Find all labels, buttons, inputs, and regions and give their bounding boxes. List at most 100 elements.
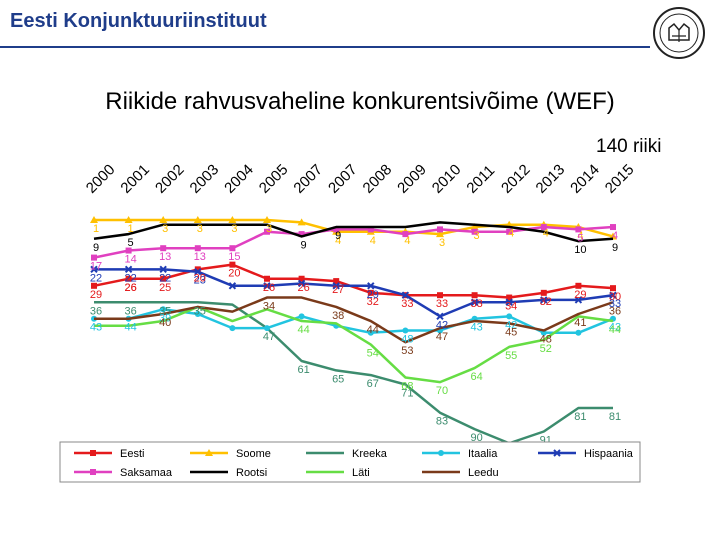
data-point xyxy=(160,245,167,252)
data-label: 13 xyxy=(159,251,171,263)
data-point xyxy=(436,312,444,321)
data-label: 32 xyxy=(540,296,552,308)
data-label: 26 xyxy=(124,282,136,294)
legend-label-5: Saksamaa xyxy=(120,467,173,479)
data-point xyxy=(298,231,305,238)
data-point xyxy=(574,296,583,304)
legend-label-1: Soome xyxy=(236,448,271,460)
data-label: 34 xyxy=(505,301,517,313)
data-label: 36 xyxy=(609,305,621,317)
data-point xyxy=(159,265,167,274)
data-label: 5 xyxy=(577,232,583,244)
legend-marker-4 xyxy=(553,449,561,457)
data-point xyxy=(298,313,305,320)
data-label: 68 xyxy=(401,380,413,392)
data-label: 23 xyxy=(194,275,206,287)
data-label: 42 xyxy=(436,319,448,331)
data-label: 70 xyxy=(436,385,448,397)
data-label: 22 xyxy=(124,272,136,284)
data-label: 4 xyxy=(404,235,410,247)
data-point xyxy=(159,216,168,223)
data-label: 33 xyxy=(436,298,448,310)
data-point xyxy=(160,275,167,282)
legend-label-8: Leedu xyxy=(468,467,499,479)
data-label: 10 xyxy=(574,244,586,256)
series-line-6 xyxy=(93,221,614,243)
organization-title: Eesti Konjunktuuriinstituut xyxy=(10,10,267,32)
data-point xyxy=(264,228,270,235)
data-label: 44 xyxy=(124,322,136,334)
data-label: 3 xyxy=(439,237,445,249)
data-label: 14 xyxy=(124,254,136,266)
data-point xyxy=(194,311,201,317)
data-point xyxy=(402,327,409,334)
x-tick-label-12: 2012 xyxy=(498,161,534,197)
data-point xyxy=(402,231,409,238)
data-label: 81 xyxy=(574,411,586,423)
data-label: 1 xyxy=(93,223,99,235)
data-label: 9 xyxy=(335,230,341,242)
data-point xyxy=(264,325,270,332)
data-point xyxy=(367,289,374,296)
data-point xyxy=(193,216,202,223)
data-point xyxy=(124,265,133,274)
data-point xyxy=(506,228,513,235)
data-point xyxy=(263,216,271,223)
data-label: 26 xyxy=(263,282,275,294)
chart-subtitle: 140 riiki xyxy=(596,136,662,157)
data-point xyxy=(332,282,340,290)
data-point xyxy=(228,216,237,223)
legend-marker-5 xyxy=(90,469,96,475)
data-label: 64 xyxy=(470,371,482,383)
x-tick-label-5: 2005 xyxy=(256,161,292,197)
data-label: 43 xyxy=(470,322,482,334)
data-label: 36 xyxy=(90,305,102,317)
data-label: 83 xyxy=(436,416,448,428)
data-label: 4 xyxy=(508,228,514,240)
data-label: 43 xyxy=(609,322,621,334)
data-label: 40 xyxy=(159,317,171,329)
data-label: 65 xyxy=(332,373,344,385)
data-label: 47 xyxy=(263,331,275,343)
data-point xyxy=(229,245,236,252)
data-point xyxy=(609,291,617,299)
legend-label-2: Kreeka xyxy=(352,448,388,460)
data-point xyxy=(610,285,616,292)
data-point xyxy=(575,282,582,289)
x-tick-label-3: 2003 xyxy=(187,161,223,197)
data-point xyxy=(540,289,547,296)
x-tick-label-7: 2007 xyxy=(325,161,361,197)
data-label: 4 xyxy=(612,230,618,242)
data-point xyxy=(229,261,236,268)
data-point xyxy=(194,245,201,252)
series-line-8 xyxy=(94,296,614,344)
data-point xyxy=(506,294,513,301)
data-label: 3 xyxy=(474,230,480,242)
legend-label-7: Läti xyxy=(352,467,370,479)
data-label: 29 xyxy=(367,289,379,301)
data-label: 27 xyxy=(332,284,344,296)
data-point xyxy=(471,228,478,235)
data-point xyxy=(575,226,582,233)
x-tick-label-1: 2001 xyxy=(117,161,153,197)
x-tick-label-4: 2004 xyxy=(221,161,257,197)
data-label: 42 xyxy=(505,319,517,331)
header: Eesti Konjunktuuriinstituut xyxy=(0,0,720,59)
data-point xyxy=(297,218,306,226)
data-label: 39 xyxy=(159,312,171,324)
data-label: 15 xyxy=(228,251,240,263)
data-label: 90 xyxy=(470,432,482,444)
data-label: 41 xyxy=(574,317,586,329)
data-point xyxy=(506,313,513,320)
data-point xyxy=(90,265,98,274)
data-label: 3 xyxy=(231,223,237,235)
data-label: 3 xyxy=(197,223,203,235)
data-label: 43 xyxy=(90,322,102,334)
legend-label-0: Eesti xyxy=(120,448,144,460)
data-label: 44 xyxy=(297,324,309,336)
data-label: 33 xyxy=(609,298,621,310)
data-point xyxy=(124,216,133,223)
data-label: 47 xyxy=(436,331,448,343)
data-label: 35 xyxy=(159,305,171,317)
data-point xyxy=(575,329,582,336)
